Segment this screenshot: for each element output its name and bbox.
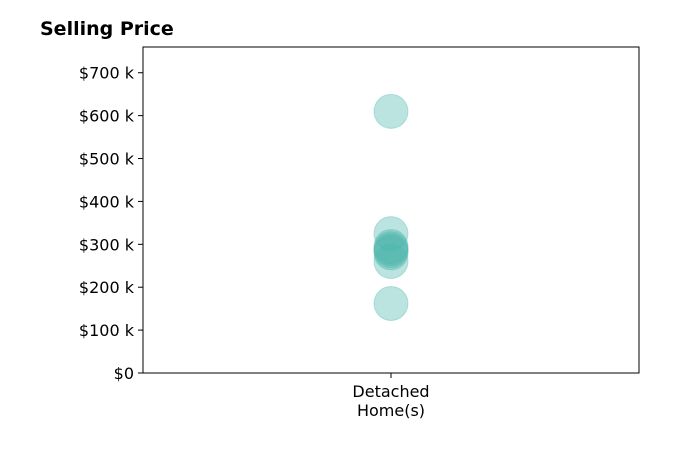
y-tick-label: $200 k [79,278,135,297]
x-tick-label: Detached Home(s) [352,382,429,420]
y-tick-label: $400 k [79,192,135,211]
data-points [373,93,409,322]
data-point [373,233,409,269]
data-point [373,231,409,267]
x-axis: Detached Home(s) [352,373,430,420]
data-point [373,93,409,129]
y-axis: $0 $100 k $200 k $300 k $400 k $500 k $600 k $7… [79,64,143,383]
y-tick-label: $700 k [79,64,135,83]
data-point [373,243,409,279]
data-point [373,228,409,264]
y-tick-label: $0 [114,364,134,383]
data-point [373,216,409,252]
y-tick-label: $600 k [79,107,135,126]
y-tick-label: $500 k [79,150,135,169]
data-point [373,286,409,322]
data-point [373,235,409,271]
chart-title: Selling Price [40,18,174,40]
y-tick-label: $300 k [79,235,135,254]
y-tick-label: $100 k [79,321,135,340]
